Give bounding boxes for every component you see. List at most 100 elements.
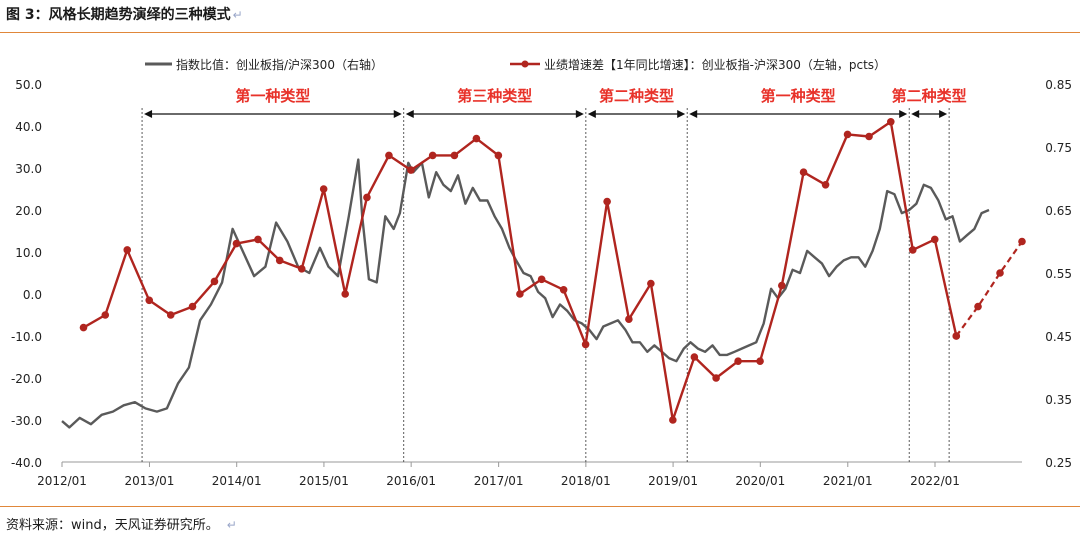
growth-point xyxy=(930,235,939,244)
legend-label-growth: 业绩增速差【1年同比增速】：创业板指-沪深300（左轴，pcts） xyxy=(544,57,886,72)
index-line xyxy=(61,158,990,429)
legend: 指数比值：创业板指/沪深300（右轴） 业绩增速差【1年同比增速】：创业板指-沪… xyxy=(145,57,886,72)
growth-point xyxy=(821,181,830,189)
y-left-tick-label: 30.0 xyxy=(15,162,42,176)
growth-point xyxy=(101,311,110,319)
legend-label-index: 指数比值：创业板指/沪深300（右轴） xyxy=(176,57,383,72)
x-tick-label: 2021/01 xyxy=(823,474,873,488)
source-note: 资料来源：wind，天风证券研究所。 ↵ xyxy=(6,514,237,533)
growth-point xyxy=(712,374,720,382)
growth-point xyxy=(166,311,175,319)
y-left-tick-label: 20.0 xyxy=(15,204,42,218)
y-left-tick-label: -40.0 xyxy=(11,456,42,470)
growth-point xyxy=(603,197,611,206)
growth-point xyxy=(319,185,328,193)
period-label: 第二种类型 xyxy=(892,87,967,105)
growth-point xyxy=(232,239,241,248)
x-tick-label: 2022/01 xyxy=(910,474,960,488)
y-left-tick-label: 50.0 xyxy=(15,78,42,92)
x-tick-label: 2018/01 xyxy=(561,474,611,488)
x-tick-label: 2014/01 xyxy=(212,474,262,488)
growth-point xyxy=(494,151,503,160)
x-ticks: 2012/01 2013/01 2014/01 2015/01 2016/01 2017/… xyxy=(37,462,960,488)
period-label: 第一种类型 xyxy=(235,87,310,105)
period-arrow-head-left xyxy=(689,110,698,118)
growth-point xyxy=(734,357,742,366)
growth-point xyxy=(145,296,154,305)
growth-point xyxy=(756,357,764,366)
growth-point xyxy=(428,151,437,160)
x-tick-label: 2019/01 xyxy=(648,474,698,488)
y-left-tick-label: 0.0 xyxy=(23,288,42,302)
period-arrow-head-right xyxy=(575,110,584,118)
y-left-tick-label: -20.0 xyxy=(11,372,42,386)
y-left-ticks: 50.0 40.0 30.0 20.0 10.0 0.0 -10.0 -20.0 -30.0 -4… xyxy=(11,78,42,470)
growth-point xyxy=(778,281,786,290)
growth-point xyxy=(625,315,633,324)
growth-forecast-point xyxy=(952,332,961,340)
growth-point xyxy=(559,286,568,294)
series-growth xyxy=(79,118,961,424)
period-arrow-head-left xyxy=(144,110,153,118)
period-arrow-head-left xyxy=(587,110,596,118)
source-text: 资料来源：wind，天风证券研究所。 xyxy=(6,518,219,533)
growth-forecast-line xyxy=(955,240,1023,337)
growth-point xyxy=(341,290,349,298)
period-annotations: 第一种类型 第三种类型 第二种类型 第一种类型 第二种类型 xyxy=(144,87,967,118)
growth-point xyxy=(472,134,481,143)
growth-point xyxy=(865,132,873,141)
period-arrow-head-right xyxy=(939,110,948,118)
growth-point xyxy=(275,256,284,265)
growth-point xyxy=(886,118,895,126)
period-dividers xyxy=(141,108,950,462)
x-tick-label: 2017/01 xyxy=(474,474,524,488)
growth-point xyxy=(79,323,88,332)
y-left-tick-label: -30.0 xyxy=(11,414,42,428)
series-index xyxy=(61,158,990,429)
period-arrow-head-right xyxy=(393,110,402,118)
figure-title: 图 3：风格长期趋势演绎的三种模式 ↵ xyxy=(6,4,243,24)
period-arrow-head-left xyxy=(405,110,414,118)
growth-forecast-point xyxy=(1018,237,1026,246)
growth-point xyxy=(908,246,917,254)
x-tick-label: 2020/01 xyxy=(735,474,785,488)
growth-point xyxy=(537,275,546,284)
y-right-tick-label: 0.45 xyxy=(1045,330,1072,344)
x-tick-label: 2016/01 xyxy=(386,474,436,488)
growth-point xyxy=(210,277,219,286)
growth-point xyxy=(843,130,852,139)
growth-forecast-point xyxy=(974,302,982,311)
legend-marker-growth xyxy=(521,60,529,68)
period-label: 第一种类型 xyxy=(761,87,836,105)
x-tick-label: 2015/01 xyxy=(299,474,349,488)
period-arrow-head-right xyxy=(677,110,686,118)
bottom-rule xyxy=(0,506,1080,507)
growth-point xyxy=(123,246,132,254)
growth-point xyxy=(647,279,655,288)
figure-title-text: 图 3：风格长期趋势演绎的三种模式 xyxy=(6,7,231,23)
growth-point xyxy=(363,193,371,202)
growth-point xyxy=(799,168,808,176)
y-right-tick-label: 0.85 xyxy=(1045,78,1072,92)
y-right-tick-label: 0.25 xyxy=(1045,456,1072,470)
y-right-tick-label: 0.75 xyxy=(1045,141,1072,155)
growth-point xyxy=(669,416,677,424)
return-mark-icon: ↵ xyxy=(232,8,243,22)
growth-point xyxy=(254,235,262,244)
period-arrow-head-right xyxy=(899,110,908,118)
return-mark-icon-source: ↵ xyxy=(226,518,237,532)
growth-point xyxy=(450,151,459,160)
y-left-tick-label: 40.0 xyxy=(15,120,42,134)
period-label: 第二种类型 xyxy=(599,87,674,105)
y-right-tick-label: 0.55 xyxy=(1045,267,1072,281)
series-growth-forecast xyxy=(952,237,1026,340)
growth-forecast-point xyxy=(996,269,1004,277)
growth-point xyxy=(188,302,197,311)
y-right-ticks: 0.85 0.75 0.65 0.55 0.45 0.35 0.25 xyxy=(1045,78,1072,470)
growth-point xyxy=(407,166,415,174)
top-rule xyxy=(0,32,1080,33)
period-arrow-head-left xyxy=(911,110,920,118)
growth-point xyxy=(690,353,699,361)
period-label: 第三种类型 xyxy=(457,87,532,105)
